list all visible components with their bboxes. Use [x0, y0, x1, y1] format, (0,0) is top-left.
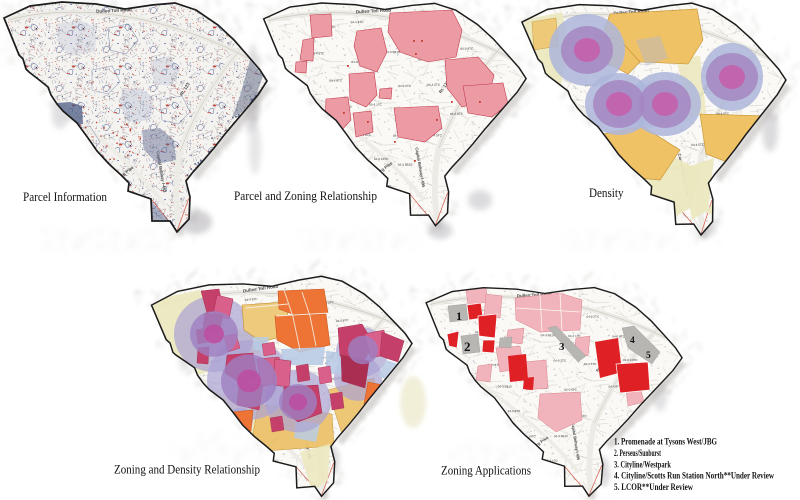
svg-text:04-3 5B10: 04-3 5B10	[398, 163, 413, 167]
svg-text:04-4 8TC: 04-4 8TC	[329, 79, 343, 83]
svg-text:04-3 5B10: 04-3 5B10	[498, 385, 512, 389]
svg-text:2. Perseus/Sunburst: 2. Perseus/Sunburst	[614, 449, 662, 459]
svg-text:04-0 8TC: 04-0 8TC	[336, 318, 350, 323]
svg-text:04-0 2TC: 04-0 2TC	[398, 84, 412, 88]
svg-text:3. Cityline/Westpark: 3. Cityline/Westpark	[614, 460, 672, 470]
svg-text:1. Promenade at Tysons West/JB: 1. Promenade at Tysons West/JBG	[614, 438, 717, 448]
svg-text:Parcel and Zoning Relationship: Parcel and Zoning Relationship	[234, 189, 377, 203]
svg-text:04-4 8TC: 04-4 8TC	[716, 112, 730, 116]
svg-text:Dulles Toll Road: Dulles Toll Road	[517, 291, 552, 298]
svg-text:04-0 2TC: 04-0 2TC	[586, 315, 599, 319]
svg-text:Density: Density	[589, 186, 624, 200]
svg-text:04-0 2TC: 04-0 2TC	[553, 359, 566, 363]
svg-text:Dulles Toll Road: Dulles Toll Road	[243, 284, 279, 294]
svg-text:04-0 2TC: 04-0 2TC	[321, 300, 335, 305]
svg-text:04-4 8TC: 04-4 8TC	[450, 112, 464, 116]
svg-text:04-0 10TC: 04-0 10TC	[374, 157, 389, 161]
svg-text:04-0 8TC: 04-0 8TC	[564, 388, 577, 392]
svg-text:4: 4	[630, 336, 635, 346]
svg-text:1: 1	[456, 309, 462, 323]
svg-text:04-3 5B10: 04-3 5B10	[385, 50, 400, 54]
svg-text:04-4 17C: 04-4 17C	[545, 459, 558, 463]
svg-text:04-4 5TC: 04-4 5TC	[427, 83, 441, 87]
svg-text:5. LCOR**Under Review: 5. LCOR**Under Review	[614, 483, 693, 493]
svg-text:94-0 8TC: 94-0 8TC	[508, 409, 521, 413]
svg-text:4. Cityline/Scotts Run Station: 4. Cityline/Scotts Run Station North**Un…	[614, 472, 774, 482]
svg-text:04-0 10TC: 04-0 10TC	[623, 358, 637, 362]
svg-text:04-3 5B10: 04-3 5B10	[554, 434, 568, 438]
svg-text:Parcel Information: Parcel Information	[23, 190, 108, 204]
svg-text:04-0 10TC: 04-0 10TC	[521, 434, 535, 438]
svg-text:04-3 5B10: 04-3 5B10	[541, 333, 555, 337]
svg-text:04-4 8TC: 04-4 8TC	[488, 363, 501, 367]
svg-text:3: 3	[559, 341, 565, 353]
svg-text:Dulles Toll Road: Dulles Toll Road	[356, 7, 392, 14]
svg-text:Dulles Toll Road: Dulles Toll Road	[96, 7, 132, 14]
svg-text:Zoning and Density Relationshi: Zoning and Density Relationship	[114, 463, 260, 477]
svg-text:Dulles Toll Road: Dulles Toll Road	[613, 8, 649, 16]
svg-text:04-4 17C: 04-4 17C	[369, 103, 383, 107]
svg-text:04-4 5TC: 04-4 5TC	[429, 133, 443, 137]
svg-text:2: 2	[464, 339, 471, 354]
svg-text:04-4 5TC: 04-4 5TC	[691, 143, 705, 147]
svg-text:Zoning Applications: Zoning Applications	[441, 464, 531, 478]
svg-text:04-4 8TC: 04-4 8TC	[608, 385, 621, 389]
svg-text:04-0 8TC: 04-0 8TC	[460, 47, 474, 51]
svg-text:04-4 17C: 04-4 17C	[568, 334, 581, 338]
svg-text:04-4 8TC: 04-4 8TC	[351, 20, 365, 24]
svg-text:5: 5	[646, 351, 651, 361]
svg-text:04-4 5TC: 04-4 5TC	[311, 51, 325, 55]
svg-text:04-0 8TC: 04-0 8TC	[612, 334, 625, 338]
svg-text:04-4 5TC: 04-4 5TC	[584, 362, 597, 366]
svg-text:94-0 8TC: 94-0 8TC	[358, 133, 372, 137]
svg-text:04-4 8TC: 04-4 8TC	[245, 297, 259, 302]
svg-text:Capital Beltway I-495: Capital Beltway I-495	[570, 422, 581, 461]
